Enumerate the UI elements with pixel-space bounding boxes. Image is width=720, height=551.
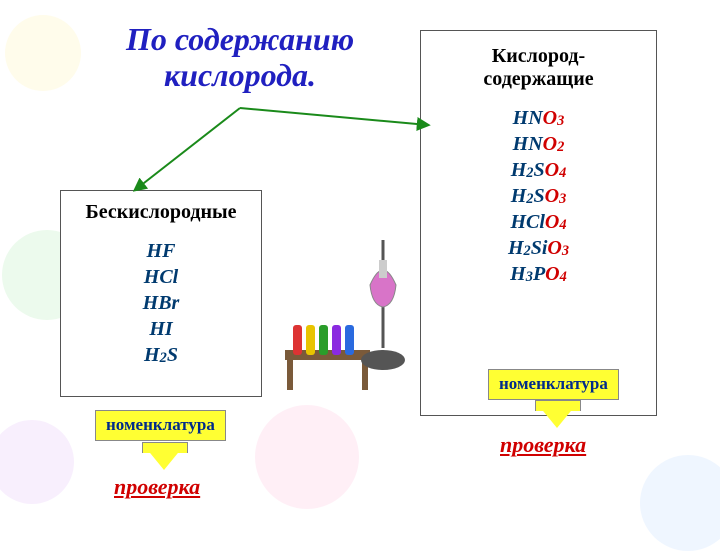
box-heading-right: Кислород- содержащие bbox=[421, 45, 656, 91]
balloon-decoration bbox=[640, 455, 720, 551]
check-link-left[interactable]: проверка bbox=[114, 474, 200, 500]
formula-line: HClO4 bbox=[421, 209, 656, 235]
lab-apparatus-image bbox=[275, 230, 415, 400]
slide-title: По содержанию кислорода. bbox=[90, 22, 390, 94]
formula-line: HCl bbox=[61, 264, 261, 290]
formula-line: H2SO4 bbox=[421, 157, 656, 183]
box-oxygen-free: Бескислородные HFHClHBrHIH2S bbox=[60, 190, 262, 397]
formula-line: HI bbox=[61, 316, 261, 342]
formula-line: HNO3 bbox=[421, 105, 656, 131]
balloon-decoration bbox=[0, 420, 74, 504]
formula-line: H2S bbox=[61, 342, 261, 368]
formula-list-left: HFHClHBrHIH2S bbox=[61, 238, 261, 368]
nomenclature-button-right[interactable]: номенклатура bbox=[488, 369, 619, 400]
arrow-down-icon bbox=[146, 448, 182, 470]
balloon-decoration bbox=[255, 405, 359, 509]
nomenclature-button-left[interactable]: номенклатура bbox=[95, 410, 226, 441]
formula-line: H2SiO3 bbox=[421, 235, 656, 261]
check-link-right[interactable]: проверка bbox=[500, 432, 586, 458]
formula-line: H2SO3 bbox=[421, 183, 656, 209]
formula-line: HF bbox=[61, 238, 261, 264]
formula-line: H3PO4 bbox=[421, 261, 656, 287]
balloon-decoration bbox=[5, 15, 81, 91]
arrow-down-icon bbox=[539, 406, 575, 428]
box-oxygen-containing: Кислород- содержащие HNO3HNO2H2SO4H2SO3H… bbox=[420, 30, 657, 416]
box-heading-left: Бескислородные bbox=[61, 201, 261, 224]
formula-line: HNO2 bbox=[421, 131, 656, 157]
formula-line: HBr bbox=[61, 290, 261, 316]
formula-list-right: HNO3HNO2H2SO4H2SO3HClO4H2SiO3H3PO4 bbox=[421, 105, 656, 287]
